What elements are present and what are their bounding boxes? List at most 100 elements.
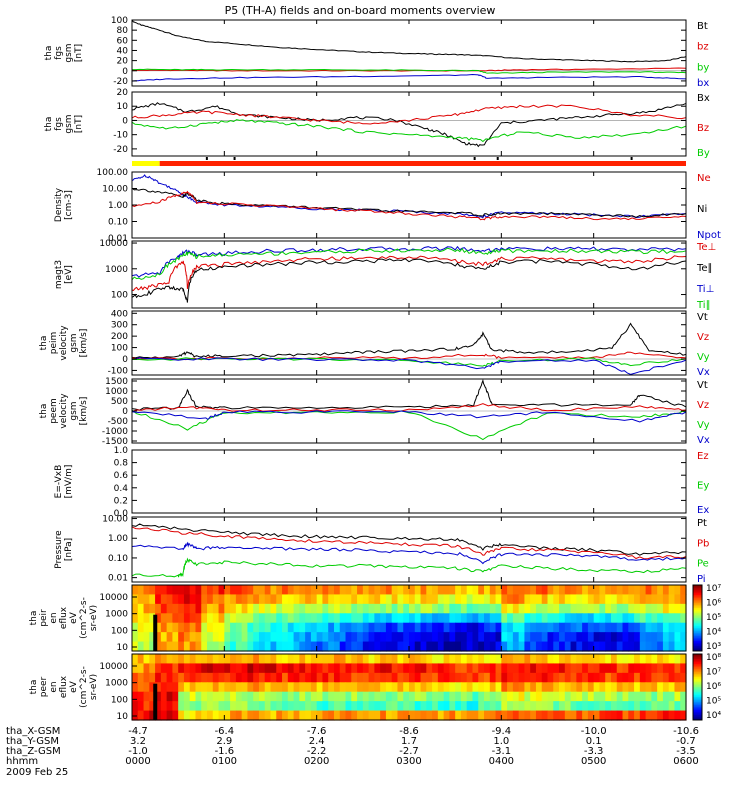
heatmap-cell: [559, 663, 566, 674]
heatmap-cell: [310, 594, 318, 605]
heatmap-cell: [478, 594, 485, 605]
heatmap-cell: [253, 663, 260, 674]
heatmap-cell: [224, 613, 231, 624]
heatmap-cell: [645, 701, 652, 712]
legend-label: Vx: [697, 435, 710, 446]
heatmap-cell: [322, 613, 329, 624]
colorbar-label: 10⁷: [706, 584, 721, 594]
heatmap-cell: [293, 641, 300, 652]
heatmap-cell: [674, 682, 681, 693]
heatmap-cell: [380, 682, 387, 693]
heatmap-cell: [137, 691, 145, 702]
heatmap-cell: [403, 632, 410, 643]
heatmap-cell: [680, 585, 687, 596]
heatmap-cell: [385, 622, 393, 633]
heatmap-cell: [495, 654, 502, 665]
heatmap-cell: [299, 603, 306, 614]
heatmap-cell: [559, 613, 566, 624]
heatmap-cell: [149, 654, 156, 665]
heatmap-cell: [662, 641, 670, 652]
colorbar-segment: [693, 663, 702, 667]
heatmap-cell: [345, 710, 352, 721]
heatmap-cell: [328, 585, 335, 596]
heatmap-cell: [599, 701, 606, 712]
heatmap-cell: [616, 594, 624, 605]
heatmap-cell: [455, 663, 462, 674]
colorbar-segment: [693, 690, 702, 693]
heatmap-cell: [478, 613, 485, 624]
heatmap-cell: [316, 682, 324, 693]
heatmap-cell: [680, 691, 687, 702]
heatmap-cell: [183, 594, 191, 605]
heatmap-cell: [166, 632, 173, 643]
heatmap-cell: [524, 710, 531, 721]
heatmap-cell: [662, 663, 670, 674]
y-tick-label: 100: [111, 626, 128, 636]
heatmap-cell: [674, 663, 681, 674]
legend-label: Vt: [697, 312, 708, 323]
heatmap-cell: [582, 632, 589, 643]
colorbar-segment: [693, 647, 702, 650]
heatmap-cell: [443, 710, 450, 721]
colorbar-label: 10⁵: [706, 697, 721, 707]
heatmap-cell: [172, 641, 179, 652]
y-axis-label: eV: [69, 680, 79, 693]
heatmap-cell: [645, 691, 652, 702]
heatmap-cell: [276, 710, 283, 721]
heatmap-cell: [160, 603, 168, 614]
heatmap-cell: [472, 654, 479, 665]
heatmap-cell: [662, 701, 670, 712]
heatmap-cell: [212, 672, 220, 683]
heatmap-cell: [507, 603, 514, 614]
heatmap-cell: [316, 632, 324, 643]
heatmap-cell: [466, 585, 474, 596]
heatmap-cell: [264, 663, 272, 674]
colorbar-segment: [693, 683, 702, 686]
heatmap-cell: [628, 701, 635, 712]
heatmap-cell: [668, 701, 676, 712]
heatmap-cell: [230, 613, 237, 624]
heatmap-cell: [218, 632, 225, 643]
heatmap-cell: [426, 613, 433, 624]
heatmap-cell: [512, 632, 520, 643]
heatmap-cell: [489, 613, 497, 624]
footer: tha_X-GSM -4.7 -6.4 -7.6 -8.6 -9.4 -10.0 -10.6t…: [6, 726, 699, 767]
colorbar-segment: [693, 624, 702, 627]
heatmap-cell: [553, 710, 560, 721]
heatmap-cell: [299, 613, 306, 624]
heatmap-cell: [143, 641, 150, 652]
heatmap-cell: [460, 682, 468, 693]
heatmap-cell: [662, 691, 670, 702]
colorbar-segment: [693, 641, 702, 644]
heatmap-cell: [455, 654, 462, 665]
heatmap-cell: [345, 663, 352, 674]
heatmap-cell: [639, 654, 647, 665]
heatmap-cell: [466, 663, 474, 674]
y-tick-label: 20: [117, 57, 129, 67]
heatmap-cell: [605, 691, 612, 702]
heatmap-cell: [610, 654, 618, 665]
heatmap-cell: [328, 603, 335, 614]
heatmap-cell: [420, 603, 427, 614]
heatmap-cell: [195, 632, 202, 643]
heatmap-cell: [478, 585, 485, 596]
heatmap-cell: [651, 701, 658, 712]
heatmap-cell: [235, 672, 243, 683]
heatmap-cell: [241, 682, 249, 693]
heatmap-cell: [651, 654, 658, 665]
colorbar-segment: [693, 627, 702, 631]
heatmap-cell: [512, 663, 520, 674]
heatmap-cell: [253, 632, 260, 643]
heatmap-cell: [466, 603, 474, 614]
heatmap-cell: [622, 672, 629, 683]
heatmap-cell: [501, 594, 508, 605]
heatmap-cell: [582, 622, 589, 633]
heatmap-cell: [570, 622, 577, 633]
y-tick-label: 10.00: [102, 185, 128, 195]
heatmap-cell: [564, 654, 572, 665]
heatmap-cell: [680, 613, 687, 624]
heatmap-cell: [374, 672, 381, 683]
heatmap-cell: [253, 691, 260, 702]
series-line: [131, 187, 687, 218]
heatmap-cell: [593, 663, 601, 674]
